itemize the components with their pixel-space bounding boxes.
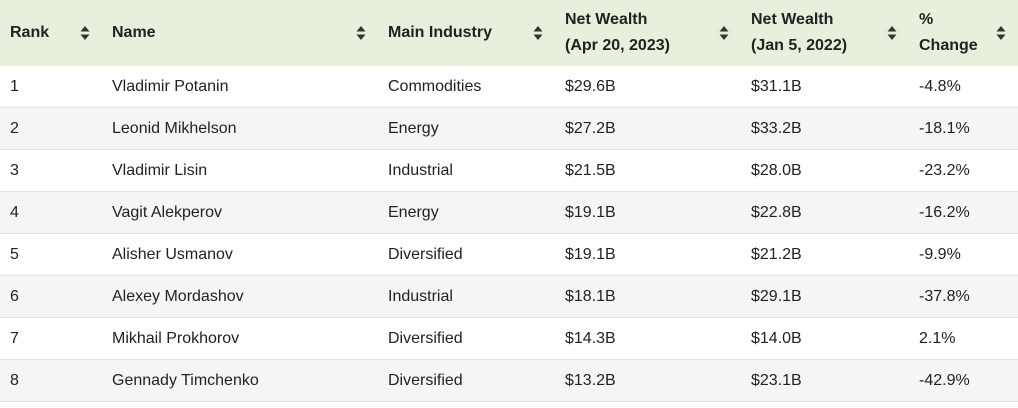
column-header-line: Net Wealth [565,11,648,28]
cell-wealth_2023: $27.2B [555,107,741,150]
column-header-change[interactable]: % Change [909,0,1018,66]
column-header-label: Rank [10,20,49,46]
column-header-line: Name [112,24,156,41]
cell-rank: 6 [0,275,102,318]
column-header-wealth_2022[interactable]: Net Wealth (Jan 5, 2022) [741,0,909,66]
cell-name: Alisher Usmanov [102,233,378,276]
sort-icon[interactable] [719,25,729,41]
cell-change: -16.2% [909,191,1018,234]
cell-wealth_2022: $23.1B [741,359,909,402]
cell-change: -4.8% [909,66,1018,108]
column-header-line: Net Wealth [751,11,834,28]
sort-icon[interactable] [356,25,366,41]
cell-wealth_2023: $21.5B [555,149,741,192]
sort-icon[interactable] [996,25,1006,41]
cell-wealth_2023: $14.3B [555,317,741,360]
cell-wealth_2022: $29.1B [741,275,909,318]
table-header: Rank Name Main Industry Net Wealth (Apr 20, … [0,0,1018,66]
column-header-line: (Apr 20, 2023) [565,37,670,54]
column-header-industry[interactable]: Main Industry [378,0,555,66]
cell-name: Leonid Mikhelson [102,107,378,150]
cell-change: 2.1% [909,317,1018,360]
sort-icon[interactable] [80,25,90,41]
cell-rank: 7 [0,317,102,360]
cell-change: -42.9% [909,359,1018,402]
table-row: 6 Alexey Mordashov Industrial $18.1B $29.1B -… [0,275,1018,318]
column-header-line: (Jan 5, 2022) [751,37,848,54]
cell-industry: Industrial [378,275,555,318]
column-header-label: Main Industry [388,20,492,46]
table-row: 4 Vagit Alekperov Energy $19.1B $22.8B -16.2% [0,191,1018,234]
cell-change: -18.1% [909,107,1018,150]
header-row: Rank Name Main Industry Net Wealth (Apr 20, … [0,0,1018,66]
sort-icon[interactable] [533,25,543,41]
cell-wealth_2023: $13.2B [555,359,741,402]
cell-name: Alexey Mordashov [102,275,378,318]
cell-rank: 8 [0,359,102,402]
cell-wealth_2022: $28.0B [741,149,909,192]
cell-industry: Commodities [378,66,555,108]
sort-icon[interactable] [887,25,897,41]
column-header-name[interactable]: Name [102,0,378,66]
column-header-label: % Change [919,7,996,59]
cell-rank: 2 [0,107,102,150]
cell-industry: Diversified [378,317,555,360]
cell-wealth_2022: $21.2B [741,233,909,276]
cell-wealth_2023: $18.1B [555,275,741,318]
column-header-label: Net Wealth (Jan 5, 2022) [751,7,847,59]
cell-industry: Energy [378,191,555,234]
cell-name: Vladimir Potanin [102,66,378,108]
cell-name: Mikhail Prokhorov [102,317,378,360]
cell-industry: Diversified [378,359,555,402]
cell-change: -23.2% [909,149,1018,192]
table-row: 5 Alisher Usmanov Diversified $19.1B $21.2B -… [0,233,1018,276]
cell-rank: 1 [0,66,102,108]
table-row: 2 Leonid Mikhelson Energy $27.2B $33.2B -18.1… [0,107,1018,150]
table-row: 1 Vladimir Potanin Commodities $29.6B $31.1B… [0,66,1018,108]
table-row: 3 Vladimir Lisin Industrial $21.5B $28.0B -23… [0,149,1018,192]
cell-rank: 4 [0,191,102,234]
cell-wealth_2023: $19.1B [555,233,741,276]
cell-rank: 3 [0,149,102,192]
cell-change: -9.9% [909,233,1018,276]
column-header-line: % Change [919,11,978,54]
cell-wealth_2022: $14.0B [741,317,909,360]
column-header-rank[interactable]: Rank [0,0,102,66]
cell-name: Vladimir Lisin [102,149,378,192]
cell-wealth_2023: $19.1B [555,191,741,234]
cell-industry: Diversified [378,233,555,276]
cell-name: Gennady Timchenko [102,359,378,402]
cell-change: -37.8% [909,275,1018,318]
column-header-label: Name [112,20,156,46]
table-row: 8 Gennady Timchenko Diversified $13.2B $23.1… [0,359,1018,402]
cell-wealth_2022: $31.1B [741,66,909,108]
cell-wealth_2022: $33.2B [741,107,909,150]
cell-wealth_2023: $29.6B [555,66,741,108]
table-row: 7 Mikhail Prokhorov Diversified $14.3B $14.0… [0,317,1018,360]
column-header-line: Main Industry [388,24,493,41]
column-header-line: Rank [10,24,50,41]
column-header-wealth_2023[interactable]: Net Wealth (Apr 20, 2023) [555,0,741,66]
cell-wealth_2022: $22.8B [741,191,909,234]
cell-name: Vagit Alekperov [102,191,378,234]
table-body: 1 Vladimir Potanin Commodities $29.6B $31.1B… [0,66,1018,402]
column-header-label: Net Wealth (Apr 20, 2023) [565,7,670,59]
cell-rank: 5 [0,233,102,276]
cell-industry: Energy [378,107,555,150]
cell-industry: Industrial [378,149,555,192]
